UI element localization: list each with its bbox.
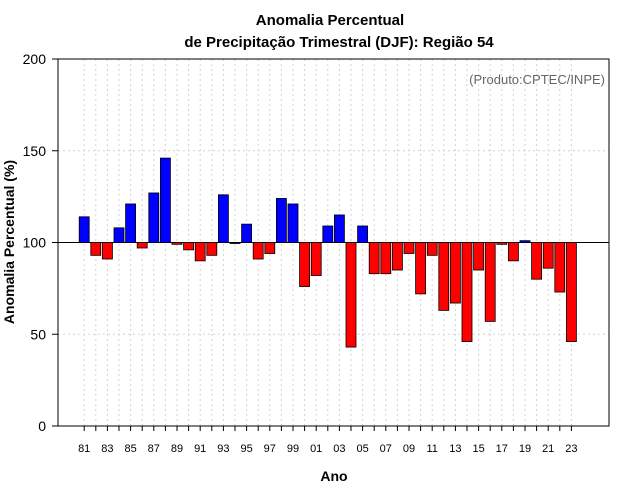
bar-2021 [542,242,554,269]
x-tick-label: 19 [519,443,531,455]
bar-2020 [531,242,542,280]
bar-1999 [287,203,299,243]
y-tick-label: 0 [38,418,46,434]
bar-2023 [566,242,577,342]
x-tick-label: 95 [240,443,252,455]
credit-label: (Produto:CPTEC/INPE) [469,72,605,87]
bar-2014 [461,242,473,342]
x-tick-label: 03 [333,443,345,455]
bar-2013 [449,242,461,304]
x-tick-label: 15 [472,443,484,455]
bar-2007 [380,242,392,275]
bars-layer [78,157,577,348]
bar-1997 [264,242,276,254]
bar-1987 [148,192,160,243]
bar-2015 [473,242,485,271]
x-tick-label: 99 [287,443,299,455]
x-tick-label: 83 [101,443,113,455]
bar-2005 [357,225,369,243]
x-tick-label: 21 [542,443,554,455]
x-tick-label: 05 [356,443,368,455]
y-axis-label: Anomalia Percentual (%) [1,160,17,324]
bar-1981 [78,216,90,243]
bar-2008 [391,242,403,271]
bar-1983 [102,242,113,260]
bar-2010 [415,242,427,295]
bar-1988 [159,157,171,243]
y-tick-label: 100 [23,235,47,251]
bar-2000 [299,242,311,287]
bar-1984 [113,227,125,243]
x-tick-label: 97 [264,443,276,455]
yticks-layer: 0 50 100 150 200 [23,51,58,434]
bar-2002 [322,225,334,243]
bar-2019 [519,240,531,243]
bar-1982 [90,242,102,256]
bar-2004 [345,242,357,348]
bar-2001 [310,242,322,276]
x-axis-label: Ano [320,468,347,484]
x-tick-label: 17 [496,443,508,455]
bar-1990 [183,242,195,251]
chart-title-line2: de Precipitação Trimestral (DJF): Região… [184,34,494,51]
x-tick-label: 87 [148,443,160,455]
x-tick-label: 91 [194,443,206,455]
x-tick-label: 07 [380,443,392,455]
y-tick-label: 150 [23,143,47,159]
bar-1986 [136,242,148,249]
x-tick-label: 09 [403,443,415,455]
bar-2003 [333,214,345,243]
y-tick-label: 50 [30,326,46,342]
bar-1992 [206,242,218,256]
bar-2011 [426,242,438,256]
xticks-layer: 81 83 85 87 89 91 93 95 97 99 01 03 05 07 09 11 13 15 17 19… [78,426,578,455]
bar-2012 [438,242,450,311]
bar-2009 [403,242,415,254]
bar-1991 [194,242,206,262]
bar-2016 [484,242,496,322]
x-tick-label: 93 [217,443,229,455]
bar-2022 [554,242,566,293]
x-tick-label: 11 [426,443,437,455]
bar-1989 [171,242,183,245]
x-tick-label: 01 [310,443,322,455]
x-tick-label: 85 [124,443,136,455]
bar-1995 [241,223,253,243]
bar-1993 [217,194,229,243]
bar-1996 [252,242,264,260]
x-tick-label: 23 [565,443,577,455]
bar-1998 [275,198,287,243]
bar-1994 [229,242,241,244]
chart-title-line1: Anomalia Percentual [256,12,404,29]
x-tick-label: 13 [449,443,461,455]
bar-2017 [496,242,508,245]
bar-1985 [125,203,136,243]
x-tick-label: 89 [171,443,183,455]
x-tick-label: 81 [78,443,90,455]
y-tick-label: 200 [23,51,47,67]
bar-2006 [368,242,380,275]
bar-2018 [507,242,519,262]
